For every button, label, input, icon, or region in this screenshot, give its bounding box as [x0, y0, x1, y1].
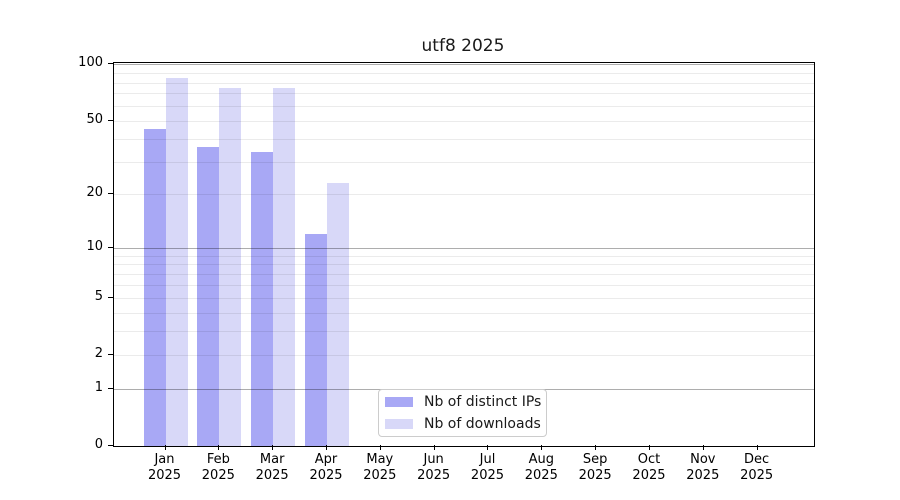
y-tick-1: [108, 387, 113, 389]
x-tick-nov: [702, 445, 704, 450]
y-tick-label-10: 10: [86, 238, 103, 254]
y-tick-label-2: 2: [94, 346, 103, 362]
bar-jan-distinct-ips: [143, 129, 166, 446]
x-tick-label-aug: Aug 2025: [524, 452, 558, 483]
gridline-40: [114, 138, 814, 140]
gridline-4: [114, 312, 814, 314]
y-tick-label-0: 0: [94, 437, 103, 452]
legend: Nb of distinct IPs Nb of downloads: [378, 389, 547, 437]
y-tick-10: [108, 246, 113, 248]
x-tick-label-may: May 2025: [363, 452, 397, 483]
x-tick-feb: [218, 445, 220, 450]
gridline-2: [114, 355, 814, 357]
gridline-20: [114, 194, 814, 196]
gridline-90: [114, 72, 814, 74]
gridline-7: [114, 274, 814, 276]
legend-label-downloads: Nb of downloads: [424, 416, 541, 432]
gridline-9: [114, 255, 814, 257]
x-tick-label-nov: Nov 2025: [686, 452, 720, 483]
y-tick-label-50: 50: [86, 111, 103, 127]
bar-feb-distinct-ips: [197, 147, 220, 446]
y-tick-2: [108, 354, 113, 356]
y-tick-50: [108, 119, 113, 121]
x-tick-label-jul: Jul 2025: [470, 452, 505, 483]
gridline-80: [114, 82, 814, 84]
gridline-5: [114, 297, 814, 299]
x-tick-mar: [272, 445, 274, 450]
gridline-50: [114, 120, 814, 122]
x-tick-label-oct: Oct 2025: [632, 452, 666, 483]
legend-item-downloads: Nb of downloads: [385, 415, 546, 434]
x-tick-label-jan: Jan 2025: [147, 452, 182, 483]
x-tick-label-dec: Dec 2025: [740, 452, 774, 483]
bar-feb-downloads: [219, 87, 242, 446]
y-tick-0: [108, 445, 113, 446]
x-tick-oct: [648, 445, 650, 450]
x-tick-label-feb: Feb 2025: [201, 452, 235, 483]
y-tick-label-100: 100: [78, 55, 103, 71]
y-tick-label-20: 20: [86, 185, 103, 201]
legend-label-distinct-ips: Nb of distinct IPs: [424, 394, 542, 410]
bar-mar-downloads: [273, 87, 296, 446]
gridline-100: [114, 64, 814, 66]
x-tick-apr: [325, 445, 327, 450]
gridline-8: [114, 264, 814, 266]
gridline-60: [114, 106, 814, 108]
x-tick-jun: [433, 445, 435, 450]
plot-area: [113, 62, 815, 447]
y-tick-label-5: 5: [94, 288, 103, 304]
y-tick-5: [108, 296, 113, 298]
x-tick-sep: [595, 445, 597, 450]
bar-apr-distinct-ips: [304, 233, 327, 446]
x-tick-jul: [487, 445, 489, 450]
x-tick-label-apr: Apr 2025: [309, 452, 343, 483]
legend-swatch-downloads: [385, 419, 413, 429]
bar-apr-downloads: [326, 183, 349, 446]
y-tick-100: [108, 63, 113, 65]
y-tick-label-1: 1: [94, 379, 103, 395]
legend-swatch-distinct-ips: [385, 397, 413, 407]
y-tick-20: [108, 193, 113, 195]
bar-mar-distinct-ips: [251, 151, 274, 446]
x-tick-label-jun: Jun 2025: [417, 452, 451, 483]
x-tick-label-sep: Sep 2025: [578, 452, 612, 483]
gridline-30: [114, 162, 814, 163]
gridline-10: [114, 247, 814, 249]
x-tick-jan: [164, 445, 166, 450]
legend-item-distinct-ips: Nb of distinct IPs: [385, 393, 546, 412]
chart-title: utf8 2025: [421, 36, 505, 56]
gridline-70: [114, 93, 814, 95]
gridline-3: [114, 331, 814, 333]
gridline-6: [114, 285, 814, 287]
x-tick-dec: [756, 445, 758, 450]
bar-jan-downloads: [165, 77, 188, 446]
x-tick-aug: [541, 445, 543, 450]
x-tick-may: [379, 445, 381, 450]
x-tick-label-mar: Mar 2025: [255, 452, 289, 483]
